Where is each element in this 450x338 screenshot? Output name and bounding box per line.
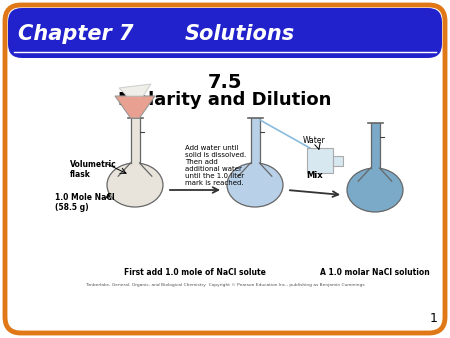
Ellipse shape bbox=[347, 168, 403, 212]
Text: Volumetric
flask: Volumetric flask bbox=[70, 160, 117, 179]
Text: Chapter 7: Chapter 7 bbox=[18, 24, 134, 44]
Text: Molarity and Dilution: Molarity and Dilution bbox=[118, 91, 332, 109]
Ellipse shape bbox=[227, 163, 283, 207]
Text: Timberlake, General, Organic, and Biological Chemistry  Copyright © Pearson Educ: Timberlake, General, Organic, and Biolog… bbox=[85, 283, 365, 287]
Text: Add water until
solid is dissolved.
Then add
additional water
until the 1.0 lite: Add water until solid is dissolved. Then… bbox=[185, 145, 246, 186]
Ellipse shape bbox=[348, 169, 402, 211]
Polygon shape bbox=[307, 148, 333, 173]
Text: First add 1.0 mole of NaCl solute: First add 1.0 mole of NaCl solute bbox=[124, 268, 266, 277]
Text: A 1.0 molar NaCl solution: A 1.0 molar NaCl solution bbox=[320, 268, 430, 277]
Text: 1.0 Mole NaCl
(58.5 g): 1.0 Mole NaCl (58.5 g) bbox=[55, 193, 115, 212]
Polygon shape bbox=[119, 84, 151, 96]
Ellipse shape bbox=[228, 164, 282, 206]
Text: Mix: Mix bbox=[307, 171, 323, 180]
Polygon shape bbox=[333, 156, 343, 166]
Polygon shape bbox=[115, 96, 155, 118]
Ellipse shape bbox=[107, 163, 163, 207]
Bar bbox=[130, 118, 140, 170]
Text: Solutions: Solutions bbox=[185, 24, 295, 44]
Ellipse shape bbox=[108, 164, 162, 206]
Bar bbox=[370, 123, 379, 175]
Text: Water: Water bbox=[303, 136, 326, 145]
Text: 7.5: 7.5 bbox=[208, 72, 242, 92]
FancyBboxPatch shape bbox=[5, 5, 445, 333]
FancyBboxPatch shape bbox=[8, 8, 442, 58]
Text: 1: 1 bbox=[430, 312, 438, 325]
Bar bbox=[251, 118, 260, 170]
